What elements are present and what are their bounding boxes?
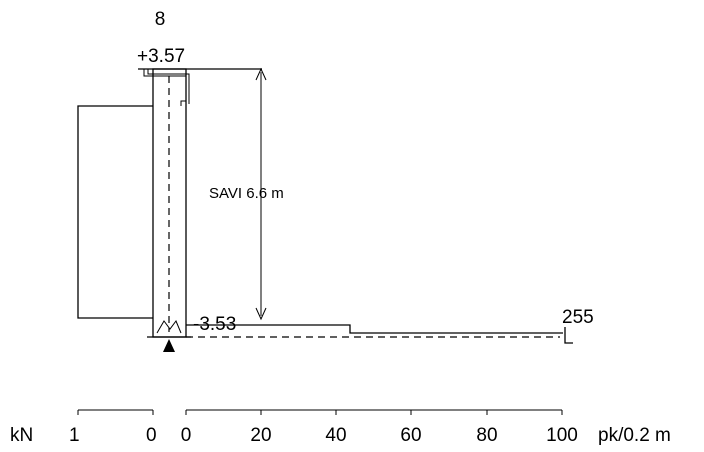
bottom-level-label: -3.53 (193, 314, 236, 335)
sounding-id: 8 (155, 9, 166, 30)
rate-tick-label: 0 (181, 425, 192, 446)
rate-tick-label: 60 (400, 425, 421, 446)
top-cap-outline (143, 69, 187, 106)
rock-symbol (156, 320, 182, 334)
end-bracket-icon (564, 327, 573, 344)
rate-tick-label: 80 (476, 425, 497, 446)
depth-arrow-top (255, 67, 267, 81)
force-tick-label: 1 (69, 425, 80, 446)
top-level-label: +3.57 (137, 46, 185, 67)
force-axis-unit: kN (10, 425, 33, 446)
termination-triangle-icon (163, 339, 175, 352)
method-depth-label: SAVI 6.6 m (209, 185, 284, 202)
rate-tick-label: 100 (546, 425, 578, 446)
rate-tick-label: 20 (250, 425, 271, 446)
depth-arrow-bottom (255, 307, 267, 321)
rate-profile (186, 324, 563, 334)
top-cap-inner (147, 69, 190, 104)
force-tick-label: 0 (146, 425, 157, 446)
rate-tick-label: 40 (325, 425, 346, 446)
rate-axis-unit: pk/0.2 m (598, 425, 671, 446)
max-resistance-label: 255 (562, 307, 594, 328)
force-profile (77, 105, 153, 319)
